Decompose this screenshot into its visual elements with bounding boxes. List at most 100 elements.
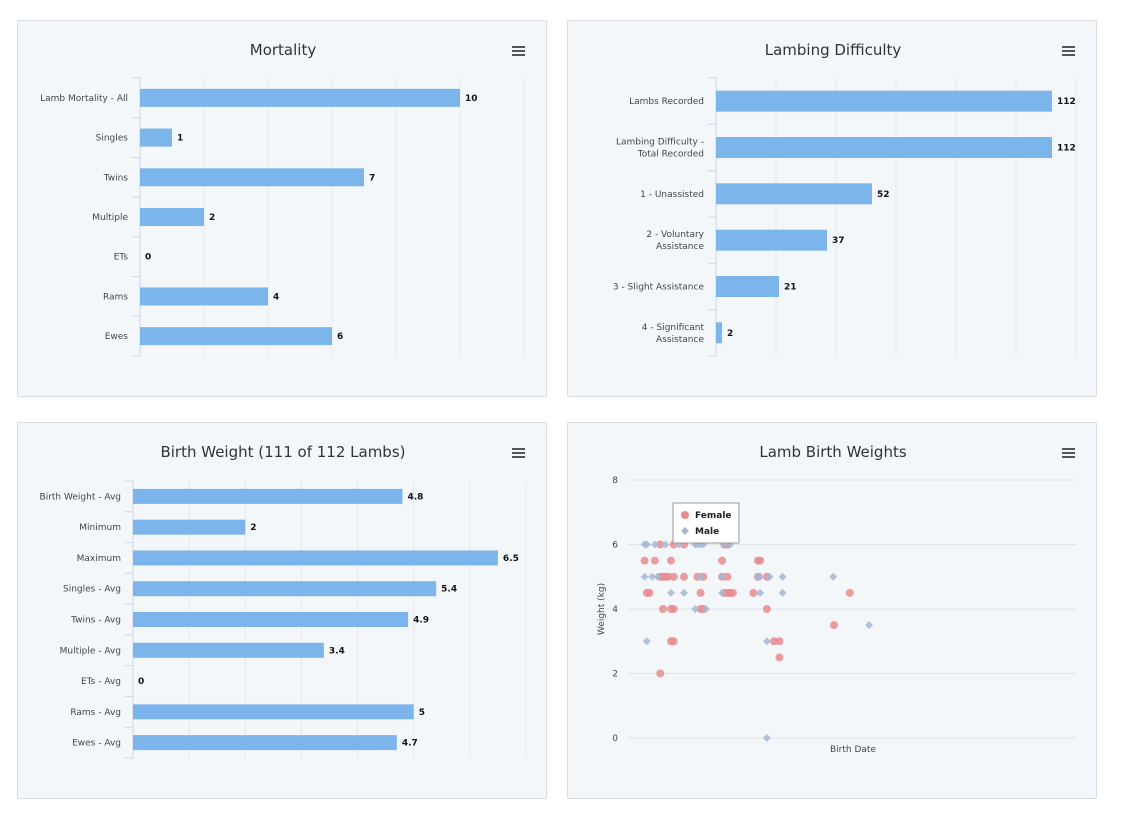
hamburger-icon-bar — [1061, 54, 1075, 56]
male-point — [642, 637, 651, 646]
category-label: ETs - Avg — [81, 677, 121, 687]
female-point — [762, 605, 771, 613]
lamb-birth-weights-chart: Lamb Birth Weights 0 2 4 6 8 Birth Date Weight … — [597, 443, 1076, 755]
y-tick-label: 4 — [612, 605, 618, 615]
data-label: 10 — [465, 94, 478, 104]
data-label: 4.7 — [402, 739, 418, 749]
bar — [133, 550, 498, 566]
male-point — [778, 572, 787, 581]
chart-menu-button[interactable] — [506, 443, 530, 465]
mortality-chart: Mortality Lamb Mortality - All 10 Singles 1 T… — [40, 41, 525, 357]
male-point — [756, 588, 765, 597]
data-label: 37 — [832, 236, 845, 246]
bar — [140, 208, 204, 226]
category-label: Lambing Difficulty -Total Recorded — [616, 138, 704, 160]
category-label: 3 - Slight Assistance — [613, 283, 705, 293]
bar — [140, 287, 268, 306]
male-point — [865, 621, 874, 630]
female-point — [775, 653, 784, 662]
category-label: 1 - Unassisted — [640, 190, 704, 200]
female-point — [845, 588, 854, 597]
birth-weight-chart: Birth Weight (111 of 112 Lambs) Birth Wei… — [40, 443, 527, 759]
hamburger-icon — [511, 448, 525, 450]
lambing-difficulty-chart-panel: Lambing Difficulty Lambs Recorded 112 Lambi… — [567, 20, 1097, 397]
category-label: Twins — [103, 173, 129, 183]
x-axis-title: Birth Date — [830, 745, 876, 755]
female-point — [669, 605, 678, 613]
category-label: Ewes - Avg — [72, 739, 121, 749]
hamburger-icon-bar — [1061, 456, 1075, 458]
male-point — [653, 572, 662, 581]
female-point — [669, 572, 678, 581]
legend-item: Male — [695, 527, 719, 537]
female-point — [640, 556, 649, 565]
female-point — [680, 572, 688, 581]
data-label: 112 — [1057, 144, 1076, 154]
female-point — [658, 605, 667, 613]
bar — [140, 88, 460, 107]
hamburger-icon-bar — [511, 50, 525, 52]
category-label: Singles — [96, 134, 129, 144]
hamburger-icon-bar — [511, 54, 525, 56]
male-point — [718, 588, 727, 597]
male-point — [667, 588, 676, 597]
female-point — [650, 556, 659, 565]
category-label: Birth Weight - Avg — [40, 492, 121, 502]
data-label: 21 — [784, 283, 797, 293]
male-point — [640, 572, 649, 581]
category-label: Ewes — [105, 332, 129, 342]
data-label: 0 — [145, 253, 151, 263]
mortality-chart-panel: Mortality Lamb Mortality - All 10 Singles 1 T… — [17, 20, 547, 397]
hamburger-icon — [1061, 46, 1075, 48]
lamb-birth-weights-chart-panel: Lamb Birth Weights 0 2 4 6 8 Birth Date Weight … — [567, 422, 1097, 799]
bar — [716, 90, 1052, 112]
category-label: Multiple - Avg — [60, 646, 121, 656]
bar — [716, 183, 872, 205]
male-point — [642, 540, 651, 549]
female-point — [756, 556, 765, 565]
bar — [133, 519, 246, 535]
data-label: 2 — [209, 213, 215, 223]
female-point — [656, 669, 665, 678]
chart-title: Lambing Difficulty — [765, 41, 902, 59]
bar — [133, 704, 414, 720]
bar — [140, 128, 172, 147]
category-label: Rams - Avg — [70, 708, 121, 718]
y-axis-title: Weight (kg) — [597, 583, 607, 635]
male-point — [680, 588, 688, 597]
data-label: 3.4 — [329, 646, 345, 656]
female-point — [728, 588, 737, 597]
chart-menu-button[interactable] — [1056, 443, 1080, 465]
bar — [140, 327, 332, 346]
y-tick-label: 6 — [612, 541, 618, 551]
male-point — [762, 734, 771, 742]
bar — [716, 322, 722, 344]
hamburger-icon-bar — [1061, 452, 1075, 454]
hamburger-icon — [1061, 448, 1075, 450]
bar — [133, 642, 324, 658]
female-point — [718, 556, 727, 565]
male-point — [778, 588, 787, 597]
hamburger-icon — [511, 46, 525, 48]
category-label: Lamb Mortality - All — [40, 94, 128, 104]
category-label: Twins - Avg — [70, 616, 121, 626]
female-point — [645, 588, 654, 597]
bar — [716, 229, 827, 251]
bar — [716, 137, 1052, 158]
category-label: Multiple — [92, 213, 128, 223]
chart-menu-button[interactable] — [1056, 41, 1080, 63]
chart-menu-button[interactable] — [506, 41, 530, 63]
legend-box — [672, 502, 740, 544]
female-point — [830, 621, 839, 630]
female-point — [669, 637, 678, 646]
female-point — [667, 556, 676, 565]
y-tick-label: 8 — [612, 476, 618, 486]
male-point — [701, 605, 710, 613]
category-label: Singles - Avg — [63, 585, 121, 595]
data-label: 2 — [727, 329, 733, 339]
y-tick-label: 2 — [612, 670, 618, 680]
female-point — [775, 637, 784, 646]
hamburger-icon-bar — [1061, 50, 1075, 52]
chart-title: Mortality — [250, 41, 317, 59]
data-label: 5 — [419, 708, 425, 718]
